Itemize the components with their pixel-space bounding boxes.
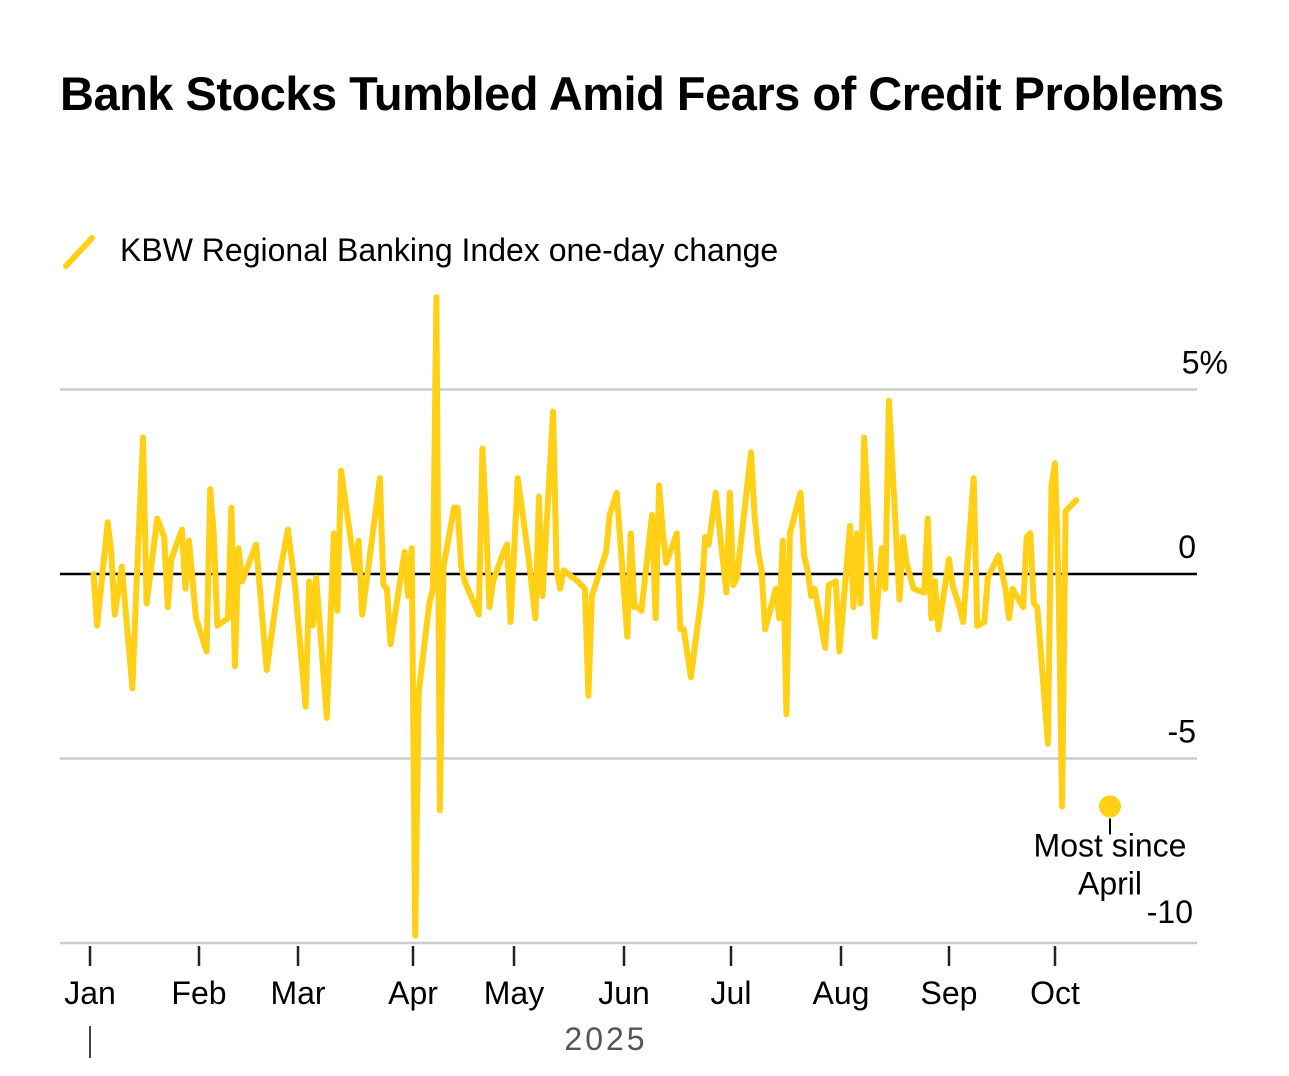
x-tick-label: Oct <box>1030 975 1080 1011</box>
x-tick-label: Jun <box>598 975 650 1011</box>
x-tick-label: Feb <box>171 975 226 1011</box>
x-tick-label: Jul <box>711 975 752 1011</box>
x-tick-label: Mar <box>270 975 325 1011</box>
legend-line-icon <box>63 235 95 269</box>
chart-title: Bank Stocks Tumbled Amid Fears of Credit… <box>60 67 1224 120</box>
x-tick-label: Sep <box>921 975 978 1011</box>
y-tick-label: 5% <box>1182 345 1228 381</box>
x-tick-label: May <box>484 975 544 1011</box>
year-label: 2025 <box>564 1021 647 1057</box>
x-tick-label: Aug <box>813 975 870 1011</box>
y-tick-label: 0 <box>1178 529 1196 565</box>
legend: KBW Regional Banking Index one-day chang… <box>60 230 778 270</box>
x-tick-label: Jan <box>64 975 116 1011</box>
y-tick-label: -5 <box>1168 714 1196 750</box>
legend-label: KBW Regional Banking Index one-day chang… <box>120 231 779 268</box>
series-line <box>90 294 1080 939</box>
annotation-marker <box>1099 795 1121 818</box>
x-tick-label: Apr <box>388 975 438 1011</box>
annotation-line-2: April <box>1078 865 1142 901</box>
annotation-line-1: Most since <box>1034 827 1187 863</box>
y-tick-label: -10 <box>1147 894 1193 930</box>
